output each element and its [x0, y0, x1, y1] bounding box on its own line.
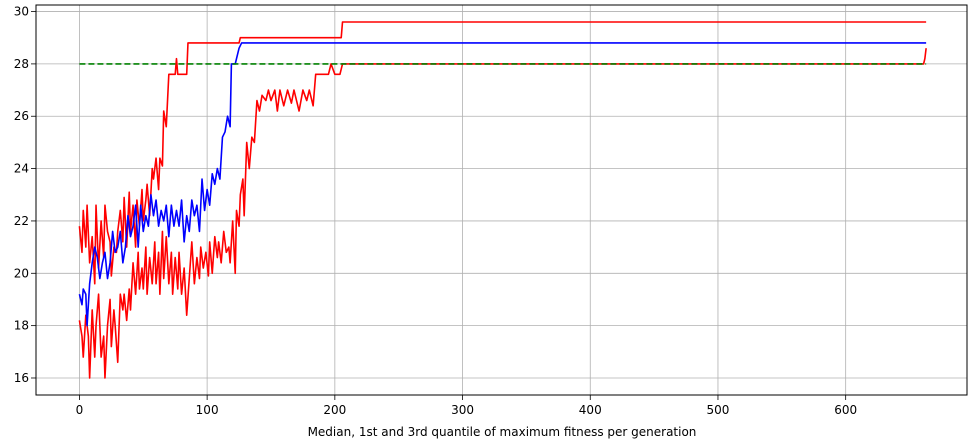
- grid-lines: [36, 5, 967, 395]
- y-tick-label: 20: [14, 266, 29, 280]
- x-axis-label: Median, 1st and 3rd quantile of maximum …: [308, 425, 697, 439]
- x-tick-label: 0: [76, 403, 84, 417]
- y-tick-label: 16: [14, 371, 29, 385]
- x-tick-label: 500: [707, 403, 730, 417]
- plot-frame: [35, 4, 968, 396]
- y-tick-label: 28: [14, 57, 29, 71]
- axis-ticks: 0 100 200 300 400 500 600 16 18 20 22 24 26 28 30: [14, 5, 857, 417]
- y-tick-label: 26: [14, 109, 29, 123]
- y-tick-label: 24: [14, 162, 29, 176]
- x-tick-label: 100: [196, 403, 219, 417]
- y-tick-label: 22: [14, 214, 29, 228]
- series-line-lower-quantile: [78, 48, 927, 379]
- x-tick-label: 400: [579, 403, 602, 417]
- x-tick-label: 300: [451, 403, 474, 417]
- y-tick-label: 18: [14, 319, 29, 333]
- x-tick-label: 600: [834, 403, 857, 417]
- series-lines: [78, 21, 927, 379]
- x-tick-label: 200: [323, 403, 346, 417]
- y-tick-label: 30: [14, 5, 29, 19]
- series-line-median: [78, 42, 927, 327]
